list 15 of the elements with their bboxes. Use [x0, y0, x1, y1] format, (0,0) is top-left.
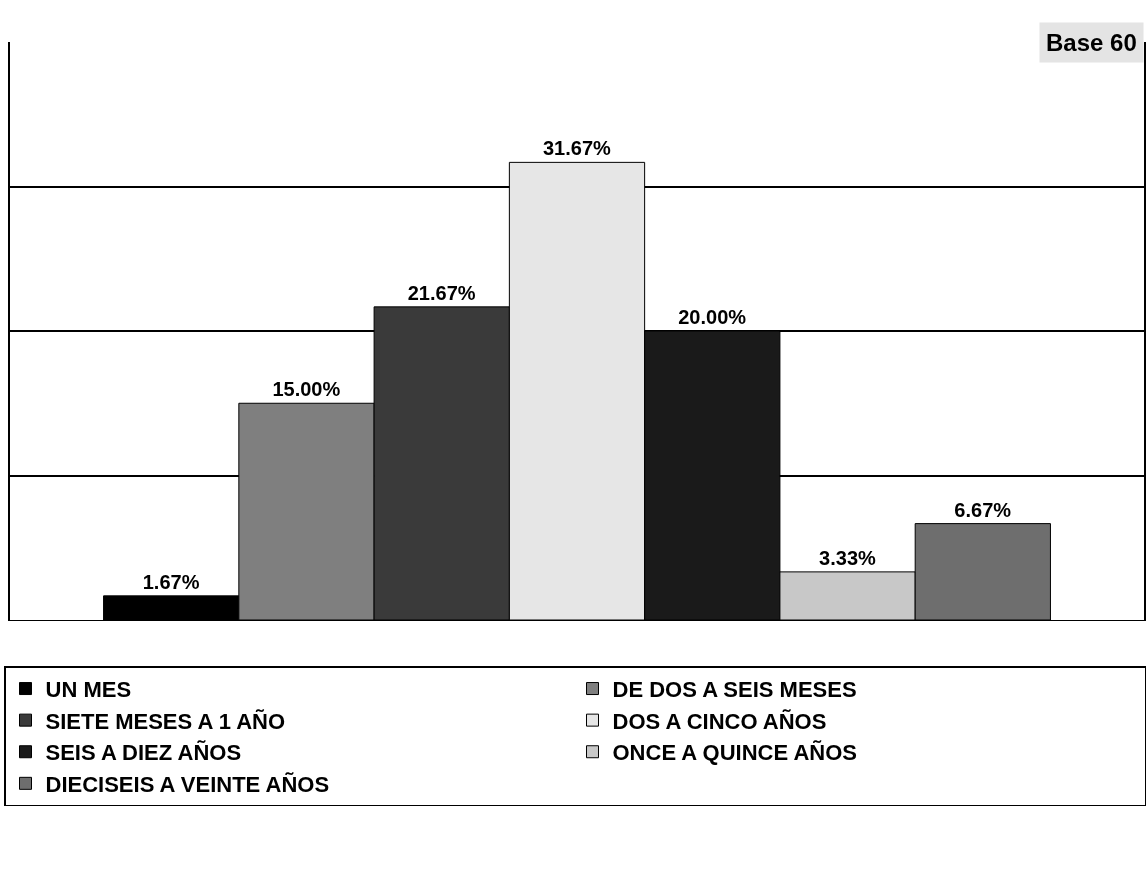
legend-label: UN MES	[45, 677, 132, 703]
annotation: Base 60	[1046, 29, 1137, 56]
data-label: 1.67%	[142, 570, 200, 593]
legend-label: DOS A CINCO AÑOS	[612, 708, 827, 734]
legend-label: DIECISEIS A VEINTE AÑOS	[45, 771, 330, 797]
data-label: 3.33%	[819, 546, 877, 569]
data-label: 6.67%	[954, 498, 1012, 521]
data-label: 15.00%	[272, 378, 341, 401]
data-label: 20.00%	[678, 306, 747, 328]
legend-label: DE DOS A SEIS MESES	[612, 677, 857, 703]
data-label: 31.67%	[542, 137, 612, 160]
data-label: 21.67%	[407, 281, 476, 304]
legend-label: SIETE MESES A 1 AÑO	[45, 708, 286, 734]
legend-label: SEIS A DIEZ AÑOS	[45, 740, 242, 766]
legend-label: ONCE A QUINCE AÑOS	[612, 740, 857, 766]
